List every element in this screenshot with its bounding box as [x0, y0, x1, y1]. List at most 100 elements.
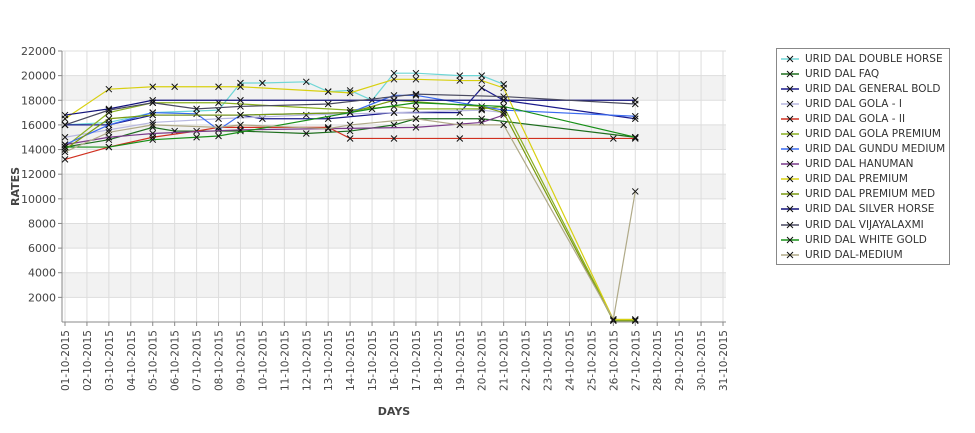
legend-item: URID DAL FAQ	[777, 66, 949, 81]
data-point	[149, 130, 157, 137]
data-point	[61, 156, 69, 163]
legend-marker-icon	[781, 175, 799, 183]
x-tick-label: 17-10-2015	[411, 330, 423, 391]
y-tick-label: 18000	[21, 94, 56, 107]
x-tick-label: 12-10-2015	[301, 330, 313, 391]
data-point	[478, 72, 486, 79]
legend-item: URID DAL-MEDIUM	[777, 247, 949, 262]
data-point	[237, 121, 244, 129]
data-point	[346, 109, 354, 116]
data-point	[390, 69, 398, 77]
data-point	[193, 110, 200, 118]
data-point	[324, 125, 332, 132]
series-line	[64, 114, 504, 146]
legend-item: URID DAL GOLA PREMIUM	[777, 126, 949, 141]
data-point	[609, 316, 617, 323]
data-point	[456, 72, 464, 79]
data-point	[631, 112, 639, 120]
data-point	[61, 148, 69, 156]
data-point	[105, 143, 113, 151]
data-point	[324, 100, 332, 108]
x-tick-label: 08-10-2015	[214, 330, 226, 391]
data-point	[631, 188, 639, 195]
data-point	[346, 121, 354, 129]
data-point	[631, 317, 639, 325]
legend-item: URID DAL HANUMAN	[777, 157, 949, 172]
data-point	[609, 135, 617, 142]
x-tick-label: 01-10-2015	[60, 330, 72, 391]
y-tick-label: 2000	[28, 291, 56, 304]
legend-label: URID DAL GOLA PREMIUM	[805, 128, 941, 141]
data-point	[478, 77, 486, 84]
series-urid-dal-vijayalaxmi	[61, 90, 639, 129]
legend-item: URID DAL PREMIUM	[777, 172, 949, 187]
y-tick-label: 14000	[21, 144, 56, 157]
data-point	[193, 127, 200, 135]
legend-marker-icon	[781, 70, 799, 77]
data-point	[171, 83, 179, 91]
x-tick-label: 14-10-2015	[345, 330, 357, 391]
legend-marker-icon	[781, 130, 799, 138]
x-tick-label: 24-10-2015	[564, 330, 576, 391]
x-tick-label: 11-10-2015	[279, 330, 291, 391]
data-point	[105, 106, 113, 114]
data-point	[215, 83, 222, 91]
x-tick-label: 28-10-2015	[652, 330, 664, 391]
legend-marker-icon	[781, 100, 799, 108]
data-point	[390, 121, 398, 129]
data-point	[390, 75, 398, 83]
legend-label: URID DAL FAQ	[805, 67, 880, 80]
data-point	[478, 84, 486, 92]
legend-label: URID DAL PREMIUM	[805, 173, 908, 186]
series-line	[64, 109, 504, 138]
data-point	[61, 111, 69, 119]
legend-label: URID DAL GUNDU MEDIUM	[805, 143, 946, 156]
data-point	[105, 115, 113, 123]
legend-item: URID DAL PREMIUM MED	[777, 187, 949, 202]
data-point	[61, 133, 69, 141]
data-point	[302, 130, 310, 137]
y-tick-label: 16000	[21, 119, 56, 132]
y-tick-label: 8000	[28, 217, 56, 230]
data-point	[500, 93, 508, 100]
data-point	[149, 83, 157, 91]
x-tick-label: 18-10-2015	[433, 330, 445, 391]
legend-item: URID DAL DOUBLE HORSE	[777, 51, 949, 66]
legend: URID DAL DOUBLE HORSE URID DAL FAQ URID DA…	[776, 48, 950, 266]
data-point	[149, 99, 157, 107]
y-tick-label: 6000	[28, 242, 56, 255]
data-point	[412, 115, 420, 123]
legend-item: URID DAL SILVER HORSE	[777, 202, 949, 217]
data-point	[390, 135, 398, 142]
x-axis-label: DAYS	[378, 405, 411, 418]
y-tick-label: 10000	[21, 193, 56, 206]
x-tick-label: 23-10-2015	[543, 330, 555, 391]
y-tick-label: 22000	[21, 45, 56, 58]
data-point	[412, 105, 420, 113]
legend-item: URID DAL GOLA - II	[777, 111, 949, 126]
data-point	[412, 99, 420, 107]
data-point	[61, 143, 69, 151]
data-point	[302, 78, 310, 86]
x-tick-label: 21-10-2015	[499, 330, 511, 391]
legend-marker-icon	[781, 85, 799, 93]
legend-marker-icon	[781, 55, 799, 62]
x-tick-label: 31-10-2015	[718, 330, 730, 391]
data-point	[105, 133, 113, 141]
legend-marker-icon	[781, 221, 799, 228]
data-point	[149, 136, 157, 144]
data-point	[456, 77, 464, 84]
legend-marker-icon	[781, 160, 799, 168]
data-point	[105, 85, 113, 93]
data-point	[631, 100, 639, 108]
x-tick-label: 30-10-2015	[696, 330, 708, 391]
data-point	[324, 88, 332, 96]
data-point	[61, 121, 69, 129]
data-point	[456, 121, 464, 129]
data-point	[456, 135, 464, 142]
x-tick-label: 15-10-2015	[367, 330, 379, 391]
data-point	[500, 109, 508, 116]
legend-item: URID DAL VIJAYALAXMI	[777, 217, 949, 232]
data-point	[478, 103, 486, 110]
